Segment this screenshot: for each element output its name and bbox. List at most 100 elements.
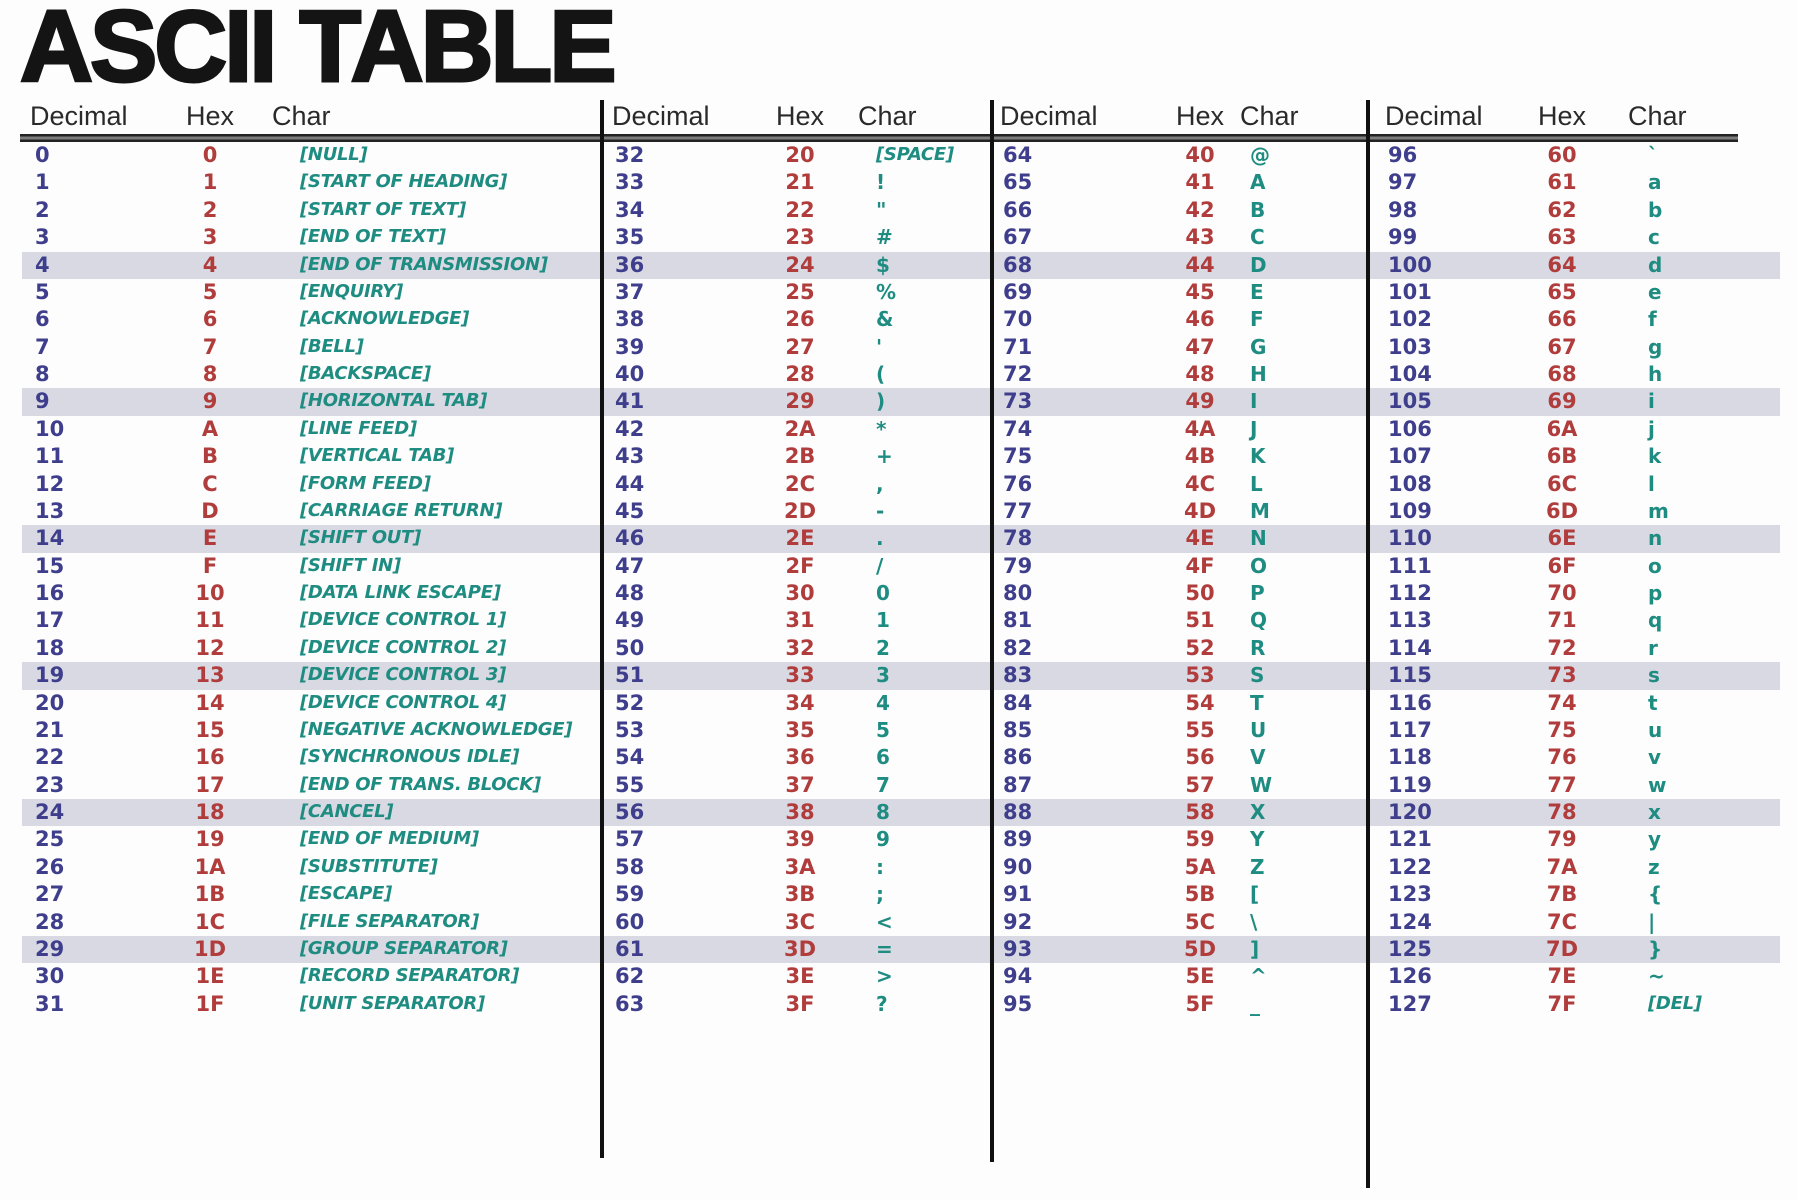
hex-value: 4A	[1184, 416, 1216, 441]
hex-value: 1D	[193, 936, 227, 961]
column-separator-3	[1366, 100, 1370, 1188]
hex-value: A	[201, 416, 219, 441]
decimal-value: 99	[1388, 225, 1418, 250]
char-value: P	[1250, 581, 1265, 605]
char-value: D	[1250, 252, 1267, 277]
char-value: @	[1250, 143, 1270, 167]
hex-value: 23	[785, 225, 815, 250]
hex-value: 24	[785, 252, 815, 277]
decimal-value: 78	[1003, 526, 1033, 551]
hex-value: 2B	[784, 444, 816, 469]
char-value: h	[1648, 362, 1663, 386]
hex-value: 72	[1547, 635, 1577, 660]
decimal-value: 1	[35, 170, 50, 195]
decimal-value: 50	[615, 635, 645, 660]
decimal-value: 118	[1388, 745, 1432, 770]
char-value: V	[1250, 745, 1266, 770]
hex-value: 2D	[783, 498, 817, 523]
char-value: Z	[1250, 854, 1265, 879]
char-value: Y	[1250, 827, 1265, 852]
decimal-value: 119	[1388, 772, 1432, 797]
decimal-value: 95	[1003, 991, 1033, 1016]
hex-value: 42	[1185, 197, 1215, 222]
row-highlight-band	[22, 525, 1780, 553]
char-value: :	[876, 854, 884, 879]
char-value: ,	[876, 471, 884, 496]
char-value: [FILE SEPARATOR]	[300, 910, 479, 932]
decimal-value: 38	[615, 307, 645, 332]
char-value: [NULL]	[300, 144, 368, 165]
char-value: L	[1250, 471, 1263, 496]
hex-value: 4C	[1184, 471, 1216, 496]
char-value: K	[1250, 444, 1266, 469]
char-value: 2	[876, 635, 890, 660]
decimal-value: 88	[1003, 800, 1033, 824]
decimal-value: 115	[1388, 663, 1432, 688]
char-value: ]	[1250, 936, 1260, 961]
char-value: [RECORD SEPARATOR]	[300, 965, 520, 987]
char-value: [END OF TRANSMISSION]	[300, 253, 548, 275]
hex-value: 30	[785, 581, 815, 605]
decimal-value: 113	[1388, 608, 1432, 633]
col2-decimal-header: Decimal	[612, 101, 710, 131]
char-value: F	[1250, 307, 1264, 332]
char-value: [SHIFT OUT]	[300, 527, 421, 549]
decimal-value: 8	[35, 362, 50, 386]
hex-value: 76	[1547, 745, 1577, 770]
char-value: 4	[876, 690, 890, 715]
char-value: [CARRIAGE RETURN]	[300, 499, 503, 521]
char-value: 8	[876, 800, 890, 824]
hex-value: 58	[1185, 800, 1215, 824]
char-value: U	[1250, 717, 1267, 742]
char-value: "	[876, 197, 887, 222]
hex-value: 27	[785, 334, 815, 359]
char-value: [BACKSPACE]	[300, 363, 431, 384]
char-value: t	[1648, 690, 1658, 715]
col3-hex-header: Hex	[1176, 101, 1225, 131]
decimal-value: 91	[1003, 882, 1033, 907]
col1-decimal-header: Decimal	[30, 101, 128, 131]
decimal-value: 0	[35, 143, 50, 167]
char-value: ;	[876, 882, 884, 907]
char-value: 6	[876, 745, 890, 770]
char-value: I	[1250, 389, 1258, 414]
hex-value: 41	[1185, 170, 1215, 195]
decimal-value: 75	[1003, 444, 1033, 469]
decimal-value: 20	[35, 690, 65, 715]
char-value: <	[876, 909, 893, 934]
char-value: E	[1250, 279, 1264, 304]
char-value: '	[876, 334, 883, 359]
hex-value: 1E	[195, 964, 225, 989]
hex-value: 34	[785, 690, 815, 715]
char-value: j	[1648, 416, 1655, 441]
hex-value: 26	[785, 307, 815, 332]
char-value: H	[1250, 362, 1267, 386]
decimal-value: 124	[1388, 909, 1432, 934]
hex-value: 1C	[194, 909, 226, 934]
char-value: [DEVICE CONTROL 1]	[300, 609, 506, 631]
char-value: c	[1648, 225, 1660, 250]
hex-value: 15	[195, 717, 225, 742]
decimal-value: 48	[615, 581, 645, 605]
decimal-value: 37	[615, 279, 645, 304]
hex-value: 5C	[1184, 909, 1216, 934]
char-value: q	[1648, 608, 1663, 633]
decimal-value: 116	[1388, 690, 1432, 715]
hex-value: 6F	[1547, 553, 1577, 578]
hex-value: 3	[202, 225, 218, 250]
char-value: [SUBSTITUTE]	[300, 855, 438, 877]
char-value: 1	[876, 608, 890, 633]
decimal-value: 21	[35, 717, 65, 742]
decimal-value: 102	[1388, 307, 1432, 332]
decimal-value: 2	[35, 197, 50, 222]
char-value: )	[876, 389, 886, 414]
hex-value: 4B	[1184, 444, 1216, 469]
decimal-value: 72	[1003, 362, 1033, 386]
decimal-value: 67	[1003, 225, 1033, 250]
char-value: #	[876, 225, 893, 250]
decimal-value: 60	[615, 909, 645, 934]
decimal-value: 26	[35, 854, 65, 879]
char-value: [DATA LINK ESCAPE]	[300, 582, 501, 603]
hex-value: 47	[1185, 334, 1215, 359]
